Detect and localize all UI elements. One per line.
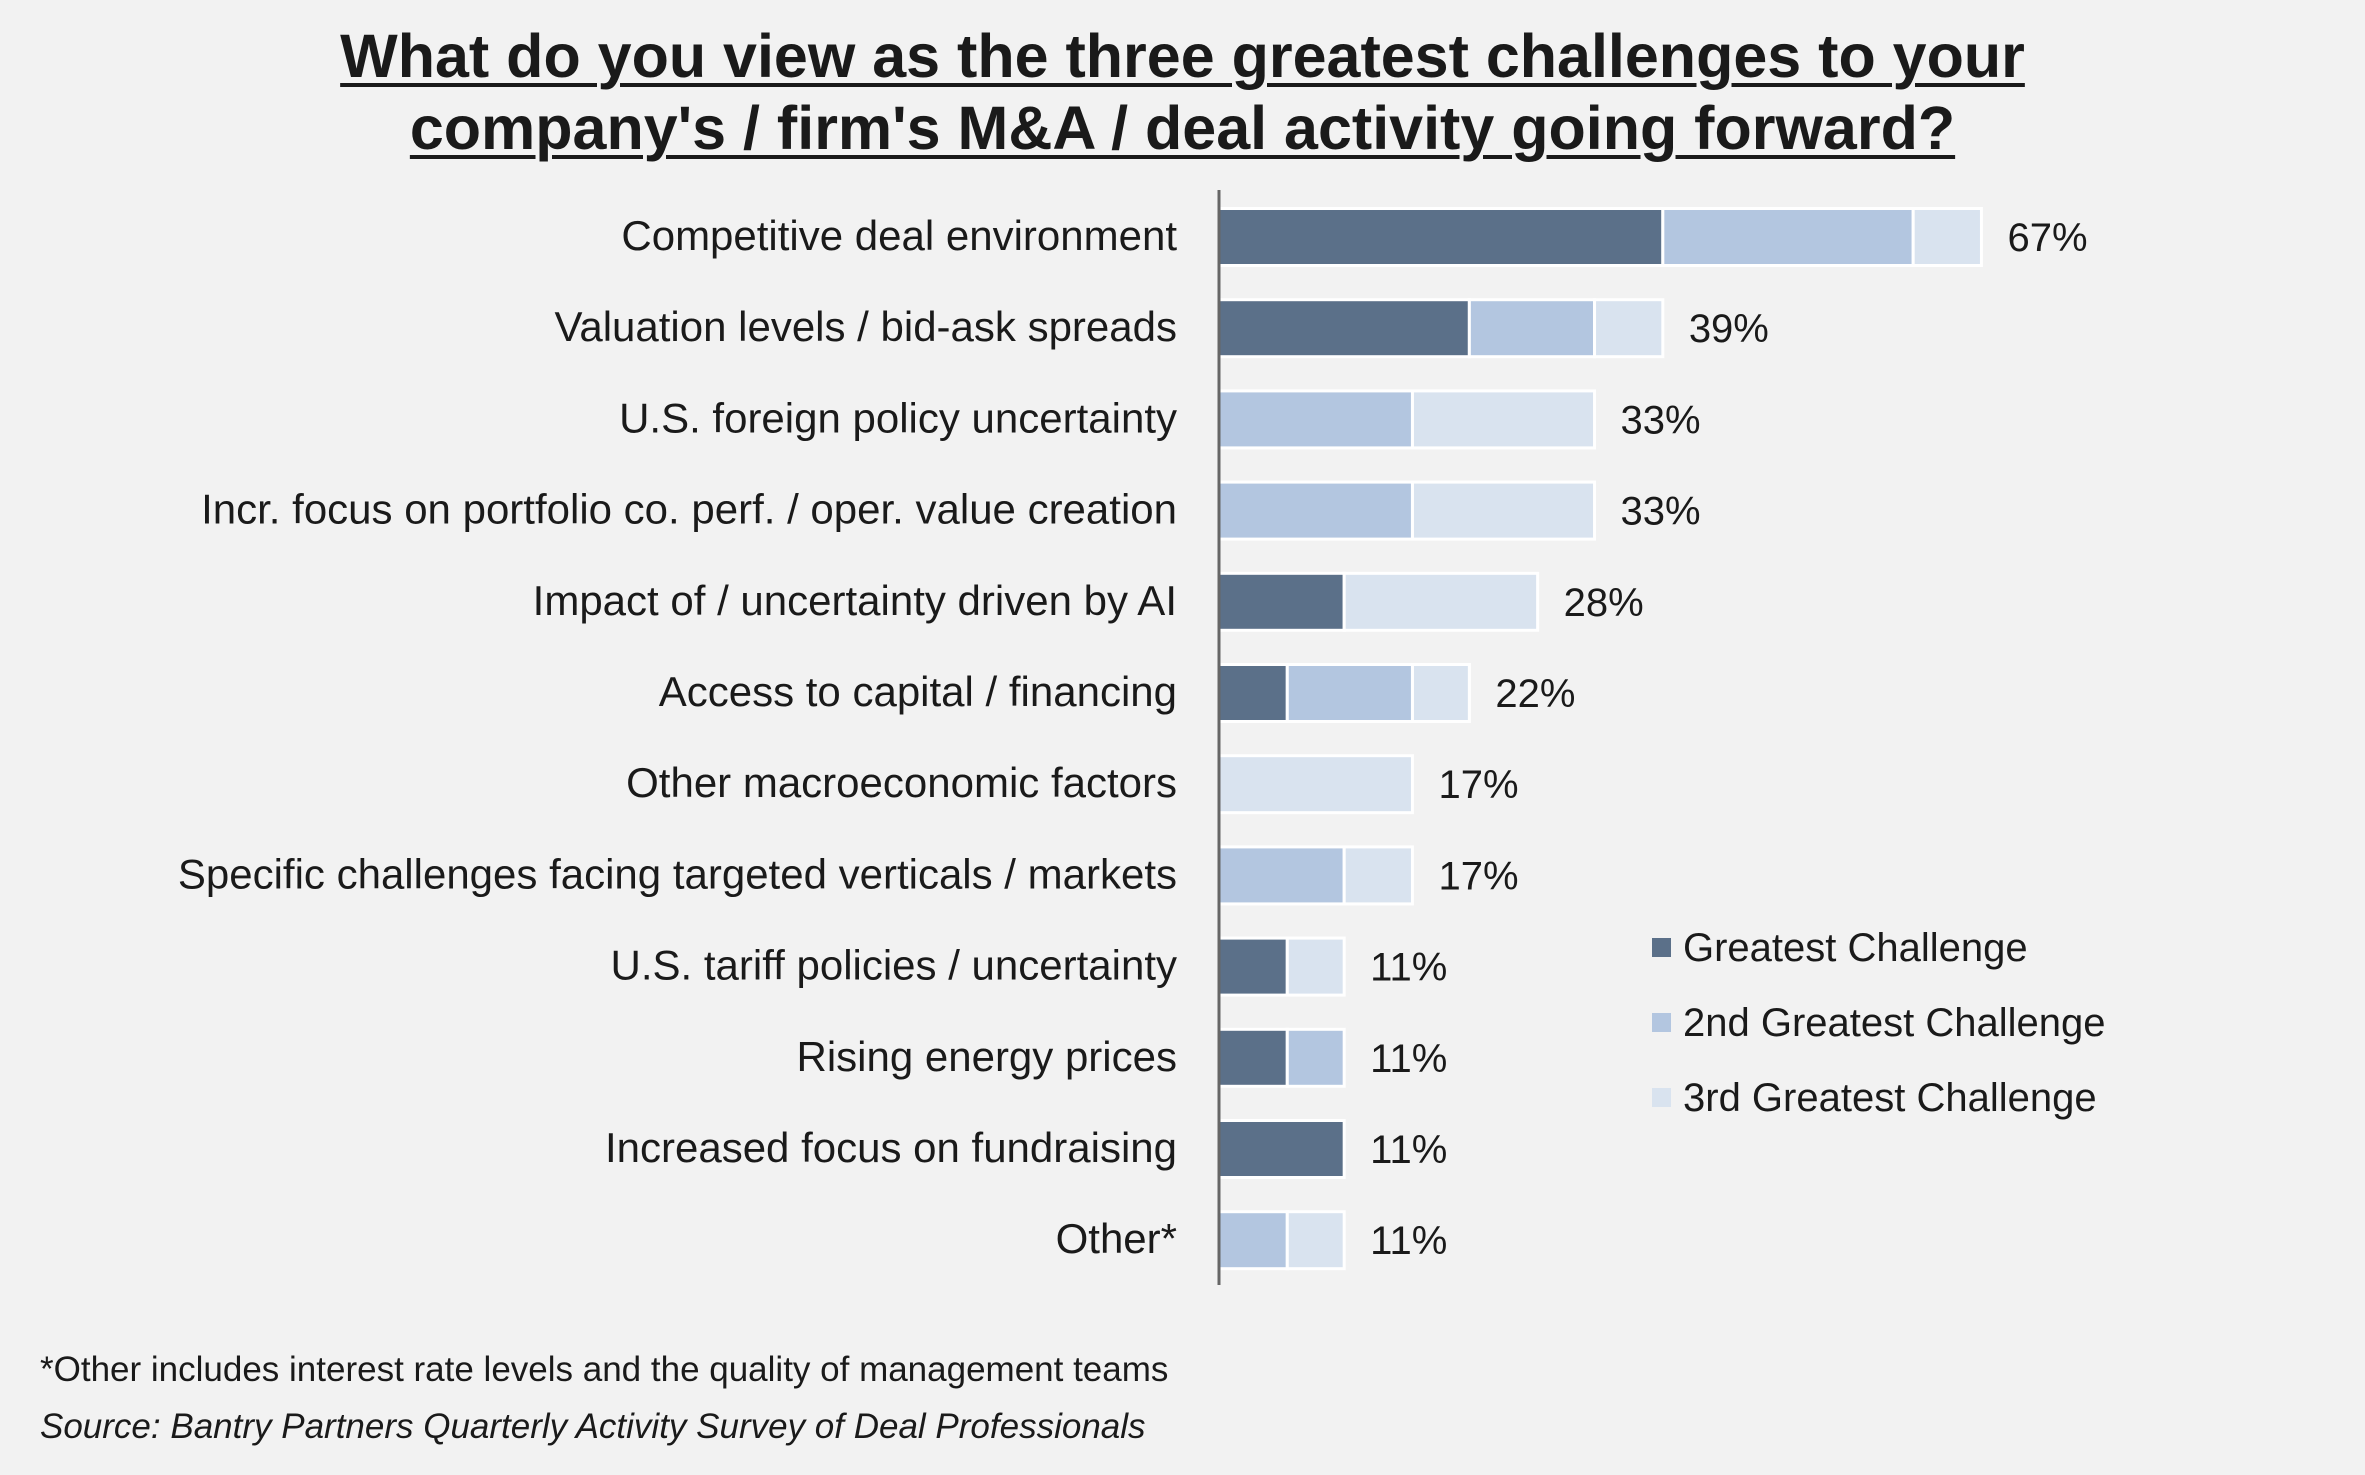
category-label-impact-of-uncertainty-driven-by-ai: Impact of / uncertainty driven by AI [533, 577, 1177, 624]
footnote: *Other includes interest rate levels and… [40, 1350, 1169, 1389]
chart-title-line-1: What do you view as the three greatest c… [340, 22, 2025, 90]
category-label-specific-challenges-facing-targeted-verticals-markets: Specific challenges facing targeted vert… [178, 850, 1177, 897]
bar-segment-greatest-challenge-impact-of-uncertainty-driven-by-ai [1217, 571, 1346, 632]
total-label-specific-challenges-facing-targeted-verticals-markets: 17% [1438, 854, 1518, 898]
total-label-incr-focus-on-portfolio-co-perf-oper-value-creation: 33% [1621, 490, 1701, 534]
category-label-rising-energy-prices: Rising energy prices [796, 1033, 1177, 1080]
total-label-increased-focus-on-fundraising: 11% [1370, 1128, 1447, 1172]
total-label-other: 11% [1370, 1219, 1447, 1263]
legend-label-3rd-greatest-challenge: 3rd Greatest Challenge [1683, 1076, 2097, 1120]
source-note: Source: Bantry Partners Quarterly Activi… [40, 1407, 1146, 1446]
category-label-access-to-capital-financing: Access to capital / financing [659, 668, 1177, 715]
total-label-impact-of-uncertainty-driven-by-ai: 28% [1564, 581, 1644, 625]
bar-segment-2nd-greatest-challenge-u-s-foreign-policy-uncertainty [1217, 389, 1414, 450]
legend-swatch-3rd-greatest-challenge [1652, 1088, 1671, 1107]
bar-segment-2nd-greatest-challenge-valuation-levels-bid-ask-spreads [1467, 298, 1597, 359]
bar-segment-greatest-challenge-increased-focus-on-fundraising [1217, 1119, 1346, 1179]
total-label-rising-energy-prices: 11% [1370, 1037, 1447, 1081]
bar-segment-3rd-greatest-challenge-other-macroeconomic-factors [1217, 754, 1414, 815]
bar-segment-3rd-greatest-challenge-incr-focus-on-portfolio-co-perf-oper-value-creation [1410, 480, 1597, 541]
bar-segment-2nd-greatest-challenge-rising-energy-prices [1285, 1027, 1346, 1088]
category-label-u-s-tariff-policies-uncertainty: U.S. tariff policies / uncertainty [611, 942, 1177, 989]
bar-segment-3rd-greatest-challenge-impact-of-uncertainty-driven-by-ai [1342, 571, 1540, 632]
bar-segment-2nd-greatest-challenge-competitive-deal-environment [1661, 207, 1915, 267]
bar-segment-greatest-challenge-access-to-capital-financing [1217, 663, 1289, 723]
bar-segment-3rd-greatest-challenge-specific-challenges-facing-targeted-verticals-markets [1342, 845, 1414, 906]
bar-segment-2nd-greatest-challenge-access-to-capital-financing [1285, 663, 1414, 723]
legend-label-2nd-greatest-challenge: 2nd Greatest Challenge [1683, 1001, 2106, 1045]
bar-segment-3rd-greatest-challenge-competitive-deal-environment [1911, 207, 1983, 267]
chart-title-line-2: company's / firm's M&A / deal activity g… [409, 94, 1956, 162]
category-label-increased-focus-on-fundraising: Increased focus on fundraising [605, 1124, 1177, 1171]
category-label-competitive-deal-environment: Competitive deal environment [621, 212, 1177, 259]
category-label-other-macroeconomic-factors: Other macroeconomic factors [626, 759, 1177, 806]
legend-swatch-2nd-greatest-challenge [1652, 1013, 1671, 1032]
bar-segment-2nd-greatest-challenge-incr-focus-on-portfolio-co-perf-oper-value-creation [1217, 480, 1414, 541]
bar-segment-greatest-challenge-valuation-levels-bid-ask-spreads [1217, 298, 1471, 359]
total-label-other-macroeconomic-factors: 17% [1438, 763, 1518, 807]
legend-label-greatest-challenge: Greatest Challenge [1683, 926, 2028, 970]
bar-segment-3rd-greatest-challenge-u-s-tariff-policies-uncertainty [1285, 936, 1346, 997]
bar-segment-greatest-challenge-u-s-tariff-policies-uncertainty [1217, 936, 1289, 997]
bar-segment-3rd-greatest-challenge-u-s-foreign-policy-uncertainty [1410, 389, 1597, 450]
bar-segment-greatest-challenge-competitive-deal-environment [1217, 207, 1665, 267]
category-label-u-s-foreign-policy-uncertainty: U.S. foreign policy uncertainty [619, 394, 1177, 441]
bar-segment-greatest-challenge-rising-energy-prices [1217, 1027, 1289, 1088]
category-label-incr-focus-on-portfolio-co-perf-oper-value-creation: Incr. focus on portfolio co. perf. / ope… [201, 486, 1177, 533]
category-label-valuation-levels-bid-ask-spreads: Valuation levels / bid-ask spreads [554, 303, 1177, 350]
total-label-u-s-foreign-policy-uncertainty: 33% [1621, 398, 1701, 442]
bar-segment-3rd-greatest-challenge-other [1285, 1210, 1346, 1271]
total-label-valuation-levels-bid-ask-spreads: 39% [1689, 307, 1769, 351]
legend-swatch-greatest-challenge [1652, 938, 1671, 957]
bar-segment-2nd-greatest-challenge-other [1217, 1210, 1289, 1271]
bar-segment-3rd-greatest-challenge-valuation-levels-bid-ask-spreads [1593, 298, 1665, 359]
category-label-other: Other* [1056, 1215, 1177, 1262]
total-label-competitive-deal-environment: 67% [2007, 216, 2087, 260]
total-label-access-to-capital-financing: 22% [1495, 672, 1575, 716]
total-label-u-s-tariff-policies-uncertainty: 11% [1370, 946, 1447, 990]
chart-title: What do you view as the three greatest c… [0, 20, 2365, 164]
bar-segment-3rd-greatest-challenge-access-to-capital-financing [1410, 663, 1471, 723]
bar-segment-2nd-greatest-challenge-specific-challenges-facing-targeted-verticals-markets [1217, 845, 1346, 906]
